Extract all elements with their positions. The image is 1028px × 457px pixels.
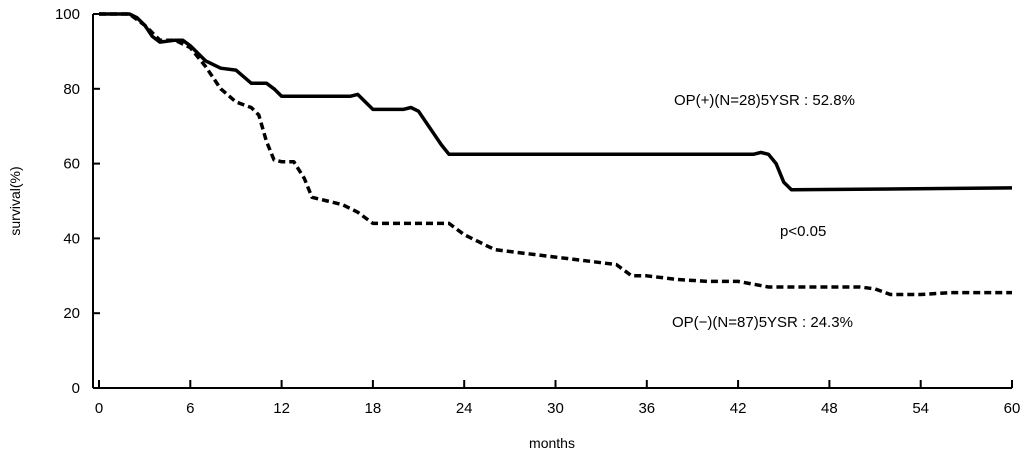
annotation-p-value: p<0.05 [780, 223, 826, 240]
y-tick-label: 60 [63, 156, 80, 173]
tick-marks [93, 13, 1013, 389]
annotation-op-plus: OP(+)(N=28)5YSR : 52.8% [674, 92, 855, 109]
x-tick-label: 48 [821, 400, 838, 417]
x-tick-label: 36 [638, 400, 655, 417]
x-tick-label: 60 [1004, 400, 1021, 417]
y-tick-label: 0 [72, 380, 80, 397]
x-tick-label: 24 [456, 400, 473, 417]
x-tick-label: 0 [95, 400, 103, 417]
annotation-op-minus: OP(−)(N=87)5YSR : 24.3% [672, 314, 853, 331]
series-line-op-minus [99, 12, 1012, 297]
tick-labels: 0 6 12 18 24 30 36 42 48 54 60 0 20 40 60 80 100 [55, 6, 1020, 417]
x-axis-title: months [529, 435, 575, 451]
x-tick-label: 12 [273, 400, 290, 417]
series-layer [99, 12, 1013, 297]
y-tick-label: 20 [63, 305, 80, 322]
y-tick-label: 100 [55, 6, 80, 23]
y-tick-label: 40 [63, 230, 80, 247]
x-tick-label: 6 [186, 400, 194, 417]
x-tick-label: 18 [365, 400, 382, 417]
series-line-op-plus [99, 12, 1013, 192]
y-tick-label: 80 [63, 81, 80, 98]
x-tick-label: 42 [730, 400, 747, 417]
axes [92, 14, 1012, 389]
y-axis-title: survival(%) [7, 166, 23, 235]
x-tick-label: 30 [547, 400, 564, 417]
x-tick-label: 54 [912, 400, 929, 417]
